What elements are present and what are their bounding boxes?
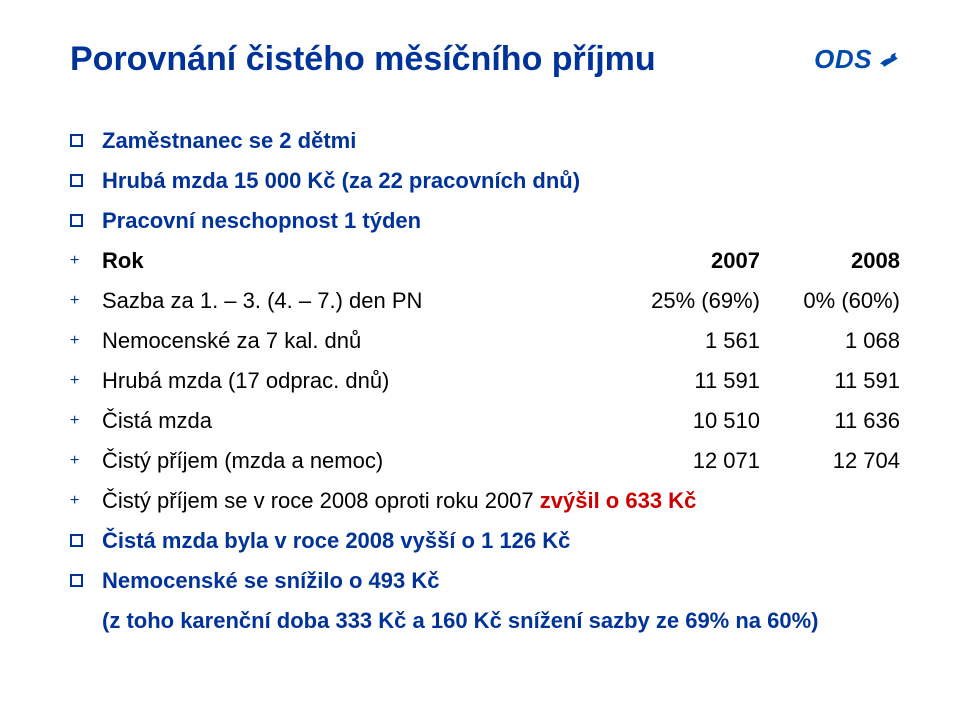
table-cell: 1 561	[620, 327, 760, 355]
square-bullet-icon	[70, 167, 102, 195]
plus-bullet-icon: +	[70, 367, 102, 395]
summary-note: (z toho karenční doba 333 Kč a 160 Kč sn…	[70, 607, 900, 635]
ods-logo: ODS	[814, 44, 900, 75]
table-header-col1: 2007	[620, 247, 760, 275]
table-cell: 10 510	[620, 407, 760, 435]
table-row-label: Nemocenské za 7 kal. dnů	[102, 327, 620, 355]
table-cell: 11 591	[760, 367, 900, 395]
bird-icon	[878, 51, 900, 69]
plus-bullet-icon: +	[70, 327, 102, 355]
table-row: + Hrubá mzda (17 odprac. dnů) 11 591 11 …	[70, 367, 900, 395]
summary-highlight-text: Čistý příjem se v roce 2008 oproti roku …	[102, 487, 900, 515]
table-cell: 12 071	[620, 447, 760, 475]
table-header-row: + Rok 2007 2008	[70, 247, 900, 275]
header-row: Porovnání čistého měsíčního příjmu ODS	[70, 40, 900, 79]
intro-text: Zaměstnanec se 2 dětmi	[102, 127, 900, 155]
table-cell: 11 591	[620, 367, 760, 395]
table-row-label: Čistá mzda	[102, 407, 620, 435]
table-row-label: Sazba za 1. – 3. (4. – 7.) den PN	[102, 287, 620, 315]
square-bullet-icon	[70, 527, 102, 555]
intro-text: Hrubá mzda 15 000 Kč (za 22 pracovních d…	[102, 167, 900, 195]
summary-item: Nemocenské se snížilo o 493 Kč	[70, 567, 900, 595]
intro-text: Pracovní neschopnost 1 týden	[102, 207, 900, 235]
plus-bullet-icon: +	[70, 447, 102, 475]
summary-text: Nemocenské se snížilo o 493 Kč	[102, 567, 900, 595]
table-cell: 11 636	[760, 407, 900, 435]
intro-item: Zaměstnanec se 2 dětmi	[70, 127, 900, 155]
table-cell: 0% (60%)	[760, 287, 900, 315]
square-bullet-icon	[70, 207, 102, 235]
square-bullet-icon	[70, 127, 102, 155]
summary-item: Čistá mzda byla v roce 2008 vyšší o 1 12…	[70, 527, 900, 555]
table-header-label: Rok	[102, 247, 620, 275]
plus-bullet-icon: +	[70, 247, 102, 275]
summary-prefix: Čistý příjem se v roce 2008 oproti roku …	[102, 488, 540, 513]
intro-item: Hrubá mzda 15 000 Kč (za 22 pracovních d…	[70, 167, 900, 195]
ods-logo-text: ODS	[814, 44, 872, 75]
table-row: + Čistá mzda 10 510 11 636	[70, 407, 900, 435]
square-bullet-icon	[70, 567, 102, 595]
table-row-label: Čistý příjem (mzda a nemoc)	[102, 447, 620, 475]
table-row-label: Hrubá mzda (17 odprac. dnů)	[102, 367, 620, 395]
summary-text: Čistá mzda byla v roce 2008 vyšší o 1 12…	[102, 527, 900, 555]
table-cell: 12 704	[760, 447, 900, 475]
table-header-col2: 2008	[760, 247, 900, 275]
plus-bullet-icon: +	[70, 407, 102, 435]
table-cell: 25% (69%)	[620, 287, 760, 315]
plus-bullet-icon: +	[70, 487, 102, 515]
summary-note-text: (z toho karenční doba 333 Kč a 160 Kč sn…	[102, 607, 900, 635]
summary-red-text: zvýšil o 633 Kč	[540, 488, 697, 513]
table-row: + Sazba za 1. – 3. (4. – 7.) den PN 25% …	[70, 287, 900, 315]
plus-bullet-icon: +	[70, 287, 102, 315]
intro-item: Pracovní neschopnost 1 týden	[70, 207, 900, 235]
slide-title: Porovnání čistého měsíčního příjmu	[70, 40, 656, 79]
table-cell: 1 068	[760, 327, 900, 355]
summary-highlight-row: + Čistý příjem se v roce 2008 oproti rok…	[70, 487, 900, 515]
table-row: + Čistý příjem (mzda a nemoc) 12 071 12 …	[70, 447, 900, 475]
table-row: + Nemocenské za 7 kal. dnů 1 561 1 068	[70, 327, 900, 355]
